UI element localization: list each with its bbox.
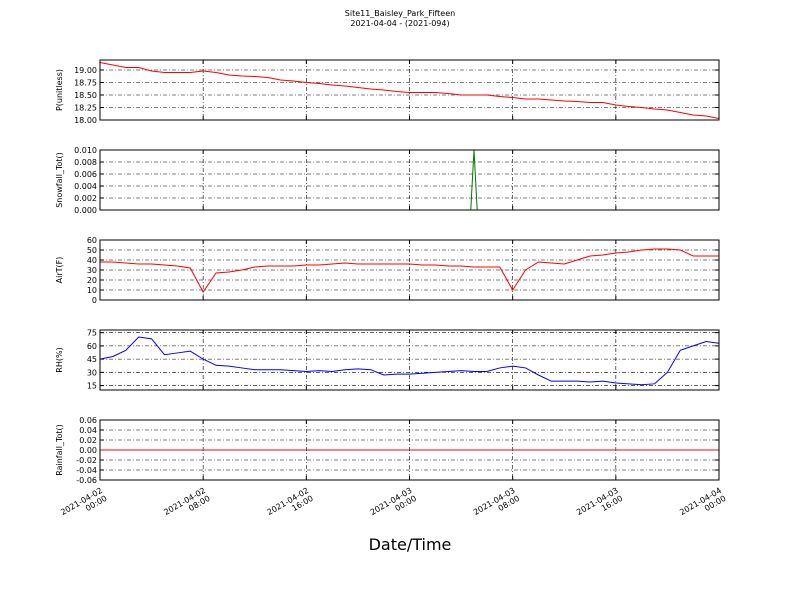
x-axis-label: Date/Time xyxy=(369,535,452,554)
y-tick-label: 20 xyxy=(87,276,97,285)
y-tick-label: 0.002 xyxy=(74,194,97,203)
y-tick-label: -0.06 xyxy=(76,476,97,485)
y-tick-label: 15 xyxy=(87,382,97,391)
y-tick-label: 18.75 xyxy=(74,79,97,88)
y-tick-label: -0.04 xyxy=(76,466,97,475)
y-tick-label: 50 xyxy=(87,246,97,255)
y-tick-label: 0.04 xyxy=(79,426,97,435)
data-line xyxy=(99,336,720,386)
x-tick-label: 2021-04-0216:00 xyxy=(266,486,315,525)
y-tick-label: 18.00 xyxy=(74,116,97,125)
y-axis-label: RH(%) xyxy=(55,347,64,372)
y-axis-label: Snowfall_Tot() xyxy=(55,152,64,208)
plot-frame xyxy=(99,59,720,121)
y-tick-label: 75 xyxy=(87,329,97,338)
y-tick-label: 30 xyxy=(87,368,97,377)
y-axis-label: AirT(F) xyxy=(55,257,64,284)
x-tick-label: 2021-04-0200:00 xyxy=(59,486,108,525)
plot-frame xyxy=(99,329,720,391)
y-tick-label: 0.00 xyxy=(79,446,97,455)
chart-subtitle: 2021-04-04 - (2021-094) xyxy=(350,19,449,28)
y-tick-label: -0.02 xyxy=(76,456,97,465)
plot-frame xyxy=(99,419,720,481)
y-tick-label: 0.004 xyxy=(74,182,97,191)
y-tick-label: 0.006 xyxy=(74,170,97,179)
x-tick-label: 2021-04-0400:00 xyxy=(678,486,727,525)
plot-frame xyxy=(99,239,720,301)
x-tick-label: 2021-04-0308:00 xyxy=(472,486,521,525)
y-axis-label: P(unitless) xyxy=(55,69,64,111)
y-axis-label: Rainfall_Tot() xyxy=(55,424,64,476)
y-tick-label: 0.008 xyxy=(74,158,97,167)
y-tick-label: 0.02 xyxy=(79,436,97,445)
x-tick-label: 2021-04-0316:00 xyxy=(575,486,624,525)
y-tick-label: 0.010 xyxy=(74,146,97,155)
y-tick-label: 18.50 xyxy=(74,91,97,100)
y-tick-label: 0.06 xyxy=(79,416,97,425)
y-tick-label: 18.25 xyxy=(74,104,97,113)
y-tick-label: 60 xyxy=(87,236,97,245)
plot-frame xyxy=(99,149,720,211)
y-tick-label: 30 xyxy=(87,266,97,275)
y-tick-label: 60 xyxy=(87,342,97,351)
y-tick-label: 10 xyxy=(87,286,97,295)
y-tick-label: 19.00 xyxy=(74,66,97,75)
y-tick-label: 45 xyxy=(87,355,97,364)
y-tick-label: 40 xyxy=(87,256,97,265)
x-tick-label: 2021-04-0300:00 xyxy=(369,486,418,525)
x-tick-label: 2021-04-0208:00 xyxy=(162,486,211,525)
chart-title: Site11_Baisley_Park_Fifteen xyxy=(345,9,455,18)
y-tick-label: 0 xyxy=(92,296,97,305)
data-line xyxy=(100,248,719,293)
y-tick-label: 0.000 xyxy=(74,206,97,215)
data-line xyxy=(99,62,720,119)
